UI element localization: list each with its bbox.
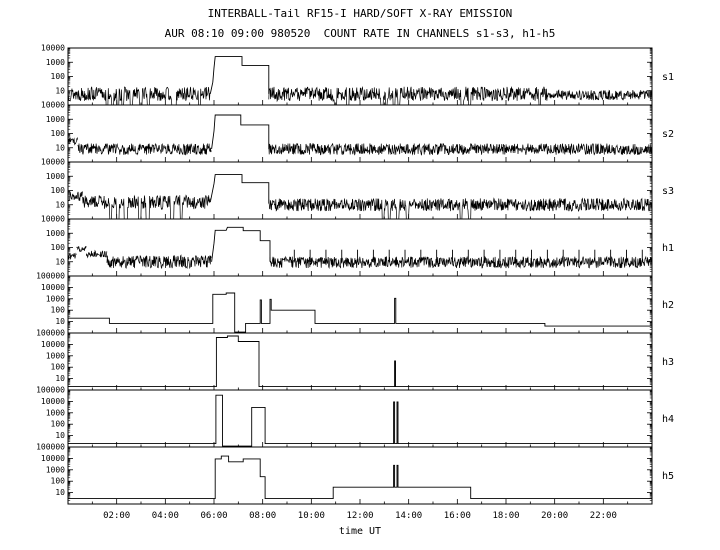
x-tick-label: 14:00 xyxy=(395,511,422,521)
y-tick-label: 1000 xyxy=(46,115,65,124)
trace-line xyxy=(68,292,652,333)
panel-h3: 10 100 1000 10000 100000 h3 xyxy=(36,329,674,391)
panel-label-h2: h2 xyxy=(662,300,674,311)
x-tick-label: 18:00 xyxy=(492,511,519,521)
panel-label-s2: s2 xyxy=(662,129,674,140)
trace-noisy xyxy=(67,86,211,106)
chart-subtitle: AUR 08:10 09:00 980520 COUNT RATE IN CHA… xyxy=(164,27,556,40)
plot-canvas: 10100100010000s110100100010000s210100100… xyxy=(36,44,674,522)
y-tick-label: 100 xyxy=(51,420,66,429)
y-tick-label: 10000 xyxy=(41,158,65,167)
y-tick-label: 10 xyxy=(55,86,65,95)
trace-noisy xyxy=(82,194,211,220)
panel-label-s3: s3 xyxy=(662,186,674,197)
trace-line xyxy=(211,114,270,150)
y-tick-label: 10 xyxy=(55,257,65,266)
y-tick-label: 100 xyxy=(51,363,66,372)
x-tick-label: 06:00 xyxy=(200,511,227,521)
x-tick-label: 04:00 xyxy=(152,511,179,521)
panel-s2: 10 100 1000 10000 s2 xyxy=(41,101,674,163)
trace-line xyxy=(68,394,652,447)
y-tick-label: 1000 xyxy=(46,408,65,417)
panel-label-s1: s1 xyxy=(662,72,674,83)
y-tick-label: 1000 xyxy=(46,58,65,67)
panel-s3: 10 100 1000 10000 s3 xyxy=(41,158,674,220)
y-tick-label: 1000 xyxy=(46,172,65,181)
y-tick-label: 10000 xyxy=(41,283,65,292)
y-tick-label: 10 xyxy=(55,143,65,152)
panel-h5: 10 100 1000 10000 100000 h5 xyxy=(36,443,674,505)
panel-s1: 10 100 1000 10000 s1 xyxy=(41,44,674,106)
y-tick-label: 100000 xyxy=(36,329,65,338)
panel-label-h5: h5 xyxy=(662,471,674,482)
trace-noisy xyxy=(76,245,87,252)
y-tick-label: 100 xyxy=(51,243,66,252)
y-tick-label: 100 xyxy=(51,477,66,486)
y-tick-label: 10000 xyxy=(41,215,65,224)
y-tick-label: 1000 xyxy=(46,229,65,238)
y-tick-label: 100 xyxy=(51,186,66,195)
y-tick-label: 100 xyxy=(51,306,66,315)
trace-line xyxy=(68,335,652,388)
y-tick-label: 10000 xyxy=(41,340,65,349)
y-tick-label: 1000 xyxy=(46,294,65,303)
y-tick-label: 10 xyxy=(55,431,65,440)
panel-h4: 10 100 1000 10000 100000 h4 xyxy=(36,386,674,448)
y-tick-label: 10 xyxy=(55,317,65,326)
y-tick-label: 10 xyxy=(55,488,65,497)
panel-label-h4: h4 xyxy=(662,414,674,425)
trace-noisy xyxy=(106,254,212,270)
panel-h2: 10 100 1000 10000 100000 h2 xyxy=(36,272,674,334)
panel-h1: 10 100 1000 10000 h1 xyxy=(41,215,674,277)
trace-noisy xyxy=(85,249,108,259)
trace-line xyxy=(209,56,270,94)
panel-label-h3: h3 xyxy=(662,357,674,368)
x-tick-label: 08:00 xyxy=(249,511,276,521)
trace-noisy xyxy=(269,255,653,269)
y-tick-label: 10000 xyxy=(41,44,65,53)
y-tick-label: 10000 xyxy=(41,454,65,463)
trace-line xyxy=(68,455,652,500)
trace-noisy xyxy=(67,137,78,146)
trace-noisy xyxy=(268,197,653,220)
x-axis-label: time UT xyxy=(338,526,382,537)
x-tick-label: 02:00 xyxy=(103,511,130,521)
trace-line xyxy=(209,174,270,204)
y-tick-label: 1000 xyxy=(46,465,65,474)
chart-title: INTERBALL-Tail RF15-I HARD/SOFT X-RAY EM… xyxy=(207,7,513,20)
x-tick-label: 22:00 xyxy=(590,511,617,521)
trace-line xyxy=(211,226,271,262)
y-tick-label: 100000 xyxy=(36,443,65,452)
x-tick-label: 10:00 xyxy=(298,511,325,521)
y-tick-label: 10 xyxy=(55,374,65,383)
x-tick-label: 12:00 xyxy=(346,511,373,521)
x-tick-label: 20:00 xyxy=(541,511,568,521)
trace-noisy xyxy=(268,142,653,156)
y-tick-label: 10000 xyxy=(41,101,65,110)
trace-noisy xyxy=(77,142,212,156)
trace-noisy xyxy=(67,252,77,260)
trace-noisy xyxy=(268,86,548,106)
y-tick-label: 100000 xyxy=(36,272,65,281)
y-tick-label: 10 xyxy=(55,200,65,209)
y-tick-label: 100000 xyxy=(36,386,65,395)
y-tick-label: 100 xyxy=(51,129,66,138)
trace-noisy xyxy=(547,89,652,101)
x-tick-label: 16:00 xyxy=(444,511,471,521)
y-tick-label: 1000 xyxy=(46,351,65,360)
y-tick-label: 10000 xyxy=(41,397,65,406)
trace-noisy xyxy=(67,191,83,202)
y-tick-label: 100 xyxy=(51,72,66,81)
panel-label-h1: h1 xyxy=(662,243,674,254)
